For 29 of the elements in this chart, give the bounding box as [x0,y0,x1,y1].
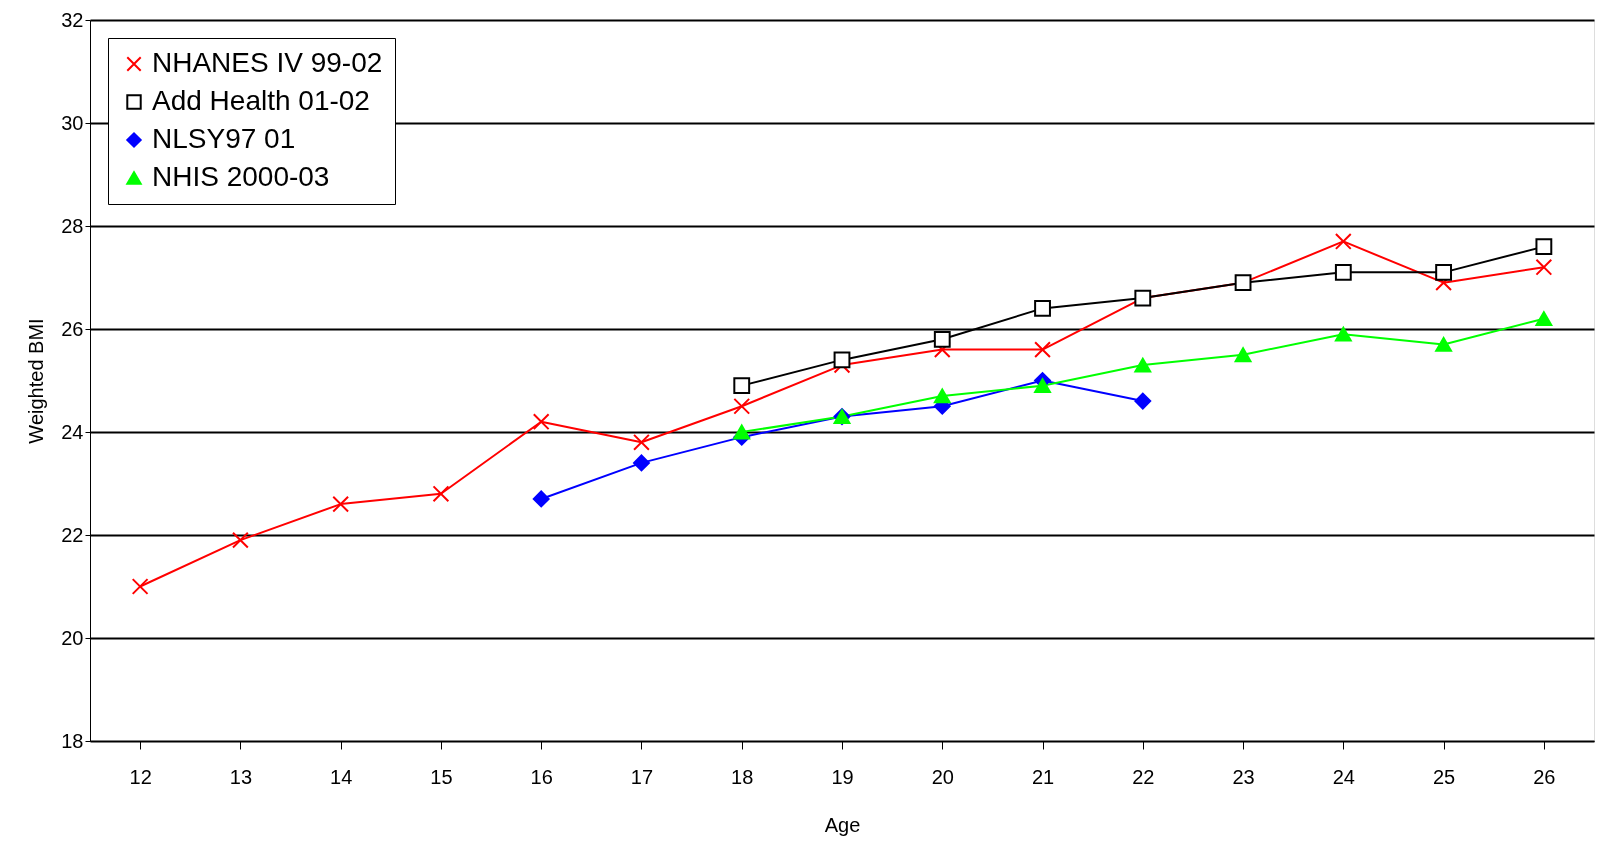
y-tick-label: 22 [61,523,84,546]
x-axis-title: Age [824,813,861,836]
x-tick-label: 16 [530,765,553,788]
y-tick-label: 24 [61,420,84,443]
x-tick-label: 26 [1533,765,1556,788]
x-tick-label: 22 [1132,765,1155,788]
x-tick-label: 14 [330,765,353,788]
legend-label: NLSY97 01 [152,123,296,154]
y-tick-label: 32 [61,8,84,31]
x-tick-label: 13 [229,765,253,788]
y-tick-label: 20 [61,626,84,649]
y-axis-title: Weighted BMI [25,318,48,444]
x-tick-label: 18 [731,765,754,788]
x-tick-label: 24 [1332,765,1355,788]
x-tick-label: 21 [1031,765,1055,788]
x-tick-label: 23 [1232,765,1255,788]
legend-label: Add Health 01-02 [152,85,370,116]
x-tick-label: 19 [831,765,854,788]
x-tick-label: 25 [1432,765,1456,788]
x-tick-label: 17 [630,765,654,788]
x-tick-label: 20 [931,765,954,788]
x-tick-label: 12 [129,765,152,788]
legend-label: NHANES IV 99-02 [152,47,383,78]
y-tick-label: 26 [61,317,84,340]
x-tick-label: 15 [430,765,453,788]
legend-label: NHIS 2000-03 [152,161,330,192]
y-tick-label: 30 [61,111,84,134]
y-tick-label: 28 [61,214,84,237]
y-tick-label: 18 [61,729,84,752]
